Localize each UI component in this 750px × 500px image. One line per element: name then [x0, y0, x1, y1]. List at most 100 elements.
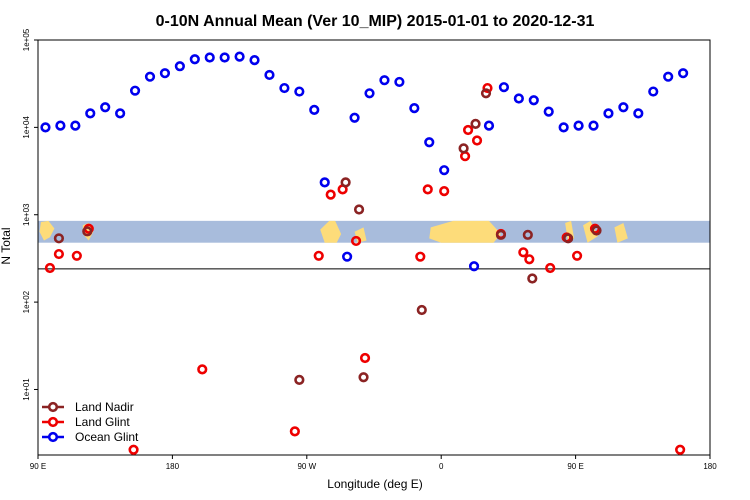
series-ocean-glint — [40, 51, 689, 272]
data-point — [264, 69, 275, 81]
data-point — [70, 120, 81, 131]
map-ocean-band — [38, 220, 710, 243]
data-point — [416, 304, 427, 316]
x-tick-label: 0 — [439, 462, 444, 471]
data-point — [204, 52, 215, 63]
data-point — [633, 108, 644, 119]
data-point — [415, 251, 426, 262]
data-point — [144, 71, 156, 82]
data-point — [115, 108, 126, 119]
data-point — [279, 82, 290, 94]
data-point — [424, 137, 435, 148]
data-point — [44, 262, 56, 274]
map-land-2 — [320, 220, 342, 243]
data-point — [470, 118, 481, 129]
legend-label: Ocean Glint — [75, 430, 139, 444]
data-point — [159, 68, 171, 79]
map-land-4 — [429, 220, 501, 243]
data-points — [40, 51, 689, 455]
data-point — [522, 229, 533, 240]
data-point — [219, 52, 230, 63]
data-point — [342, 251, 353, 262]
data-point — [189, 54, 200, 65]
y-axis-label: N Total — [0, 227, 13, 264]
data-point — [340, 177, 351, 188]
y-tick-label: 1e+05 — [22, 28, 31, 51]
y-tick-label: 1e+01 — [22, 378, 31, 401]
data-point — [524, 254, 535, 265]
data-point — [648, 86, 659, 97]
x-tick-label: 90 W — [297, 462, 316, 471]
x-tick-label: 90 E — [30, 462, 46, 471]
data-point — [313, 250, 324, 261]
data-point — [53, 248, 65, 260]
map-land-3 — [354, 227, 367, 243]
data-point — [439, 165, 450, 176]
data-point — [518, 247, 529, 258]
data-point — [663, 71, 674, 82]
data-point — [513, 93, 524, 104]
data-point — [53, 233, 65, 244]
x-axis-label: Longitude (deg E) — [327, 477, 422, 491]
data-point — [571, 250, 583, 261]
data-point — [129, 85, 141, 96]
data-point — [563, 233, 574, 244]
x-tick-label: 180 — [703, 462, 717, 471]
data-point — [588, 120, 599, 131]
data-point — [100, 102, 111, 113]
data-point — [294, 374, 305, 385]
data-point — [471, 135, 483, 146]
data-point — [325, 189, 336, 200]
data-point — [543, 106, 554, 117]
data-point — [675, 444, 686, 455]
x-axis: 90 E 180 90 W 0 90 E 180 — [30, 455, 717, 471]
data-point — [309, 104, 320, 115]
data-point — [439, 186, 450, 197]
data-point — [379, 75, 390, 86]
data-point — [319, 177, 330, 188]
data-point — [591, 225, 602, 236]
y-tick-label: 1e+03 — [22, 203, 31, 226]
data-point — [573, 120, 584, 131]
data-point — [545, 262, 556, 274]
data-point — [55, 120, 66, 131]
data-point — [678, 68, 689, 79]
data-point — [234, 51, 245, 62]
map-land-6 — [583, 220, 598, 243]
legend-marker — [47, 416, 59, 428]
data-point — [498, 82, 510, 93]
data-point — [197, 364, 208, 375]
data-point — [40, 122, 51, 133]
chart-title: 0-10N Annual Mean (Ver 10_MIP) 2015-01-0… — [156, 13, 595, 30]
data-point — [294, 86, 305, 97]
data-point — [82, 226, 93, 237]
data-point — [603, 108, 614, 119]
legend-label: Land Glint — [75, 415, 130, 429]
data-point — [480, 88, 492, 99]
data-point — [527, 273, 538, 284]
series-land-nadir — [53, 88, 602, 385]
data-point — [128, 444, 139, 455]
data-point — [353, 204, 365, 215]
data-point — [394, 76, 405, 88]
data-point — [483, 120, 495, 131]
data-point — [558, 122, 569, 133]
x-tick-label: 90 E — [567, 462, 583, 471]
legend-item: Land Nadir — [42, 400, 134, 414]
data-point — [364, 88, 375, 99]
data-point — [349, 112, 360, 123]
x-tick-label: 180 — [166, 462, 180, 471]
legend-item: Land Glint — [42, 415, 130, 429]
data-point — [528, 95, 539, 106]
legend-label: Land Nadir — [75, 400, 134, 414]
legend-marker — [47, 401, 59, 413]
data-point — [358, 372, 369, 383]
data-point — [174, 61, 185, 72]
y-tick-label: 1e+04 — [22, 116, 31, 139]
legend-marker — [47, 431, 59, 443]
data-point — [249, 54, 260, 66]
data-point — [85, 108, 96, 119]
